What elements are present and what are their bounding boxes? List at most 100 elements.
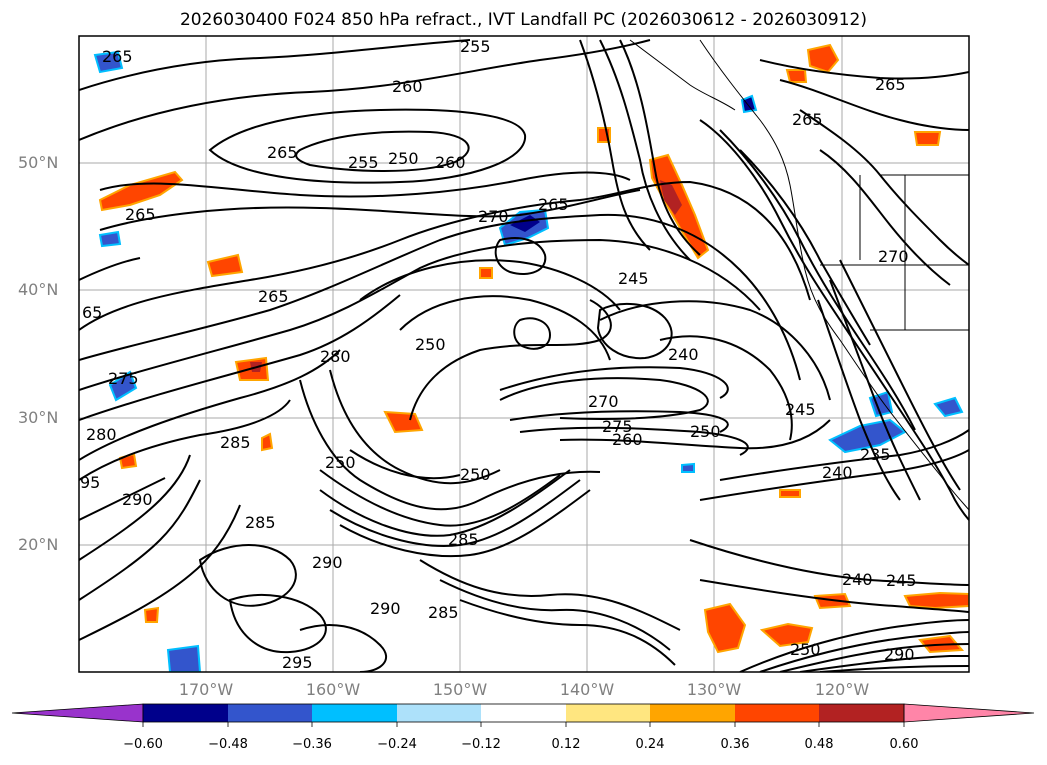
contour-line [599, 300, 831, 401]
contour-label: 275 [108, 369, 139, 388]
contour-line [299, 624, 388, 672]
contour-line [719, 429, 969, 481]
contour-label: 265 [267, 143, 298, 162]
contour-label: 245 [618, 269, 649, 288]
contour-line [79, 399, 291, 481]
contour-line [739, 149, 871, 346]
shade-patch [166, 644, 202, 672]
colorbar-extend-high [903, 703, 1035, 723]
contour-label: 95 [80, 473, 100, 492]
lat-label-50n: 50°N [18, 153, 59, 172]
contour-label: 285 [448, 530, 479, 549]
shade-patch [206, 253, 244, 278]
contour-line [79, 39, 471, 91]
contour-label: 250 [690, 422, 721, 441]
colorbar-bin [566, 704, 650, 722]
contour-line [839, 259, 961, 491]
contour-label: 280 [86, 425, 117, 444]
lon-label-160w: 160°W [305, 680, 361, 699]
coastline-alaska [629, 39, 736, 111]
contour-line [339, 489, 591, 558]
contour-line [359, 259, 621, 311]
contour-line [829, 279, 921, 501]
contour-label: 265 [538, 195, 569, 214]
contour-line [819, 149, 951, 286]
contour-label: 245 [886, 571, 917, 590]
shade-patch [806, 43, 840, 74]
shaded-patches [93, 43, 969, 672]
shade-patch [913, 131, 942, 146]
contour-line [459, 599, 676, 666]
contour-line [79, 454, 191, 561]
contour-line [319, 469, 571, 537]
colorbar-extend-low [11, 703, 144, 723]
lon-label-120w: 120°W [814, 680, 870, 699]
contour-line [79, 39, 651, 141]
shade-patch [681, 462, 695, 473]
contour-line [79, 504, 241, 641]
contour-label: 290 [122, 490, 153, 509]
contour-line [779, 643, 969, 672]
contour-line [819, 665, 969, 672]
contour-line [817, 299, 901, 501]
contour-line [619, 39, 701, 256]
colorbar-bin [481, 704, 566, 722]
contour-line [759, 59, 969, 80]
contour-label: 265 [125, 205, 156, 224]
contour-line [739, 619, 969, 672]
colorbar-tick-label: −0.24 [377, 737, 417, 752]
contour-label: 265 [875, 75, 906, 94]
contour-line [559, 419, 831, 450]
colorbar-tick-label: −0.60 [123, 737, 163, 752]
contour-line [519, 426, 749, 456]
lat-label-20n: 20°N [18, 535, 59, 554]
lon-label-170w: 170°W [178, 680, 234, 699]
shade-patch [703, 602, 747, 654]
contour-line [699, 119, 969, 521]
colorbar [11, 703, 1035, 727]
coastline [629, 39, 969, 511]
contour-line [799, 109, 969, 266]
contour-line [499, 377, 709, 421]
colorbar-tick-label: −0.36 [292, 737, 332, 752]
contour-label: 260 [612, 430, 643, 449]
contour-line [699, 449, 969, 501]
contour-line [699, 579, 969, 613]
contour-label: 250 [388, 149, 419, 168]
contour-label: 260 [392, 77, 423, 96]
contour-label: 285 [220, 433, 251, 452]
contour-line [79, 349, 341, 461]
contour-label: 280 [320, 347, 351, 366]
colorbar-bin [819, 704, 904, 722]
lon-label-150w: 150°W [432, 680, 488, 699]
shade-patch [383, 410, 424, 434]
contour-label: 250 [325, 453, 356, 472]
contour-label: 240 [668, 345, 699, 364]
contour-line [494, 237, 547, 275]
shade-patch [660, 180, 682, 215]
lat-label-40n: 40°N [18, 280, 59, 299]
lat-label-30n: 30°N [18, 408, 59, 427]
contour-label: 260 [435, 153, 466, 172]
shade-patch [98, 230, 122, 248]
contour-line [79, 294, 401, 421]
contour-label: 255 [460, 37, 491, 56]
contour-line [399, 295, 611, 361]
contour-label: 250 [415, 335, 446, 354]
contour-line [349, 449, 461, 480]
shade-patch [143, 606, 160, 623]
colorbar-bin [143, 704, 228, 722]
shade-patch [779, 489, 801, 498]
contour-label: 240 [842, 570, 873, 589]
contour-label: 240 [822, 463, 853, 482]
colorbar-bin [650, 704, 735, 722]
contour-line [719, 129, 916, 431]
contour-line [79, 238, 761, 391]
contour-label: 245 [785, 400, 816, 419]
shade-patch [759, 622, 814, 648]
contour-line [513, 317, 552, 350]
contour-label: 250 [460, 465, 491, 484]
contour-line [409, 299, 612, 421]
contour-line [509, 410, 729, 433]
contour-line [198, 544, 297, 607]
